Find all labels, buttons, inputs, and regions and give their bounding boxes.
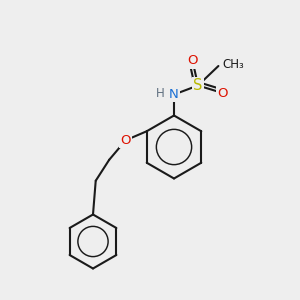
Text: O: O xyxy=(187,54,198,68)
Text: N: N xyxy=(169,88,179,101)
Text: O: O xyxy=(217,86,228,100)
Text: CH₃: CH₃ xyxy=(222,58,244,71)
Text: S: S xyxy=(193,78,203,93)
Text: H: H xyxy=(156,86,165,100)
Text: O: O xyxy=(121,134,131,147)
